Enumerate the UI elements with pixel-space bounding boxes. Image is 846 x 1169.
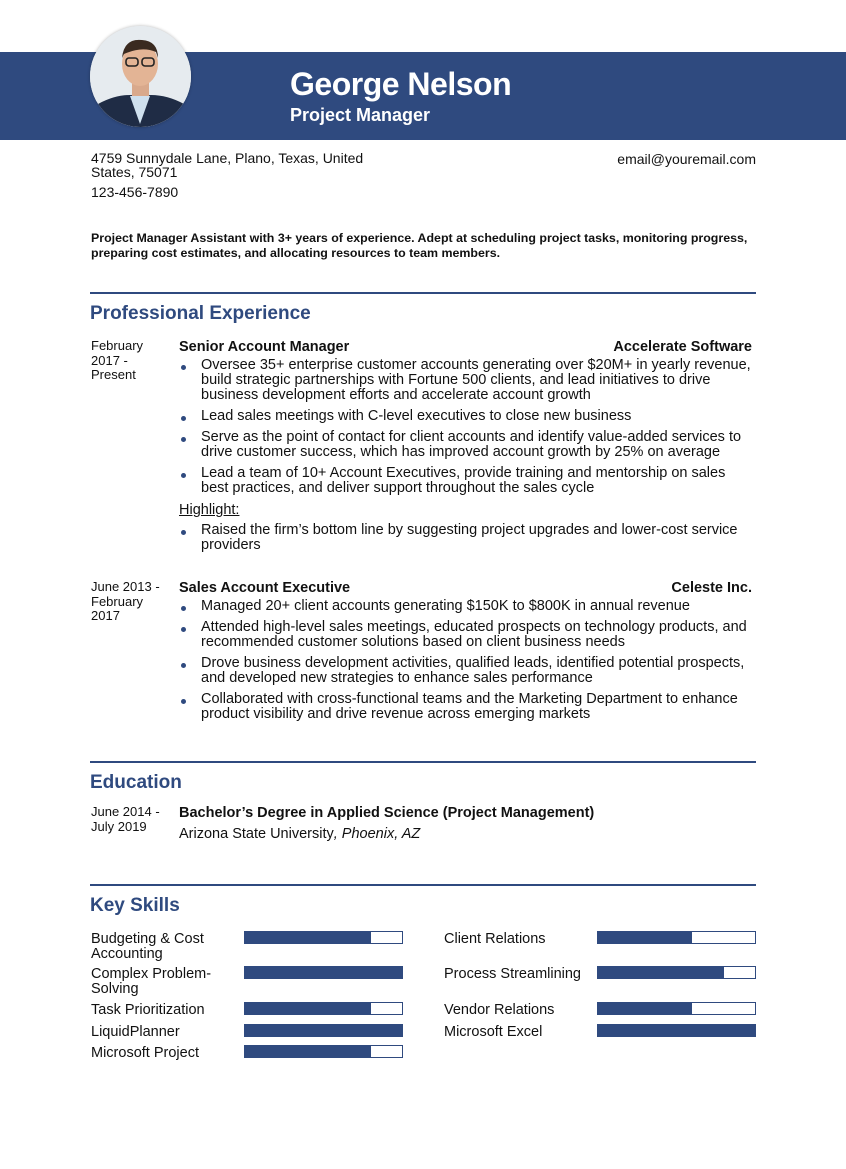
skill-name: Vendor Relations — [444, 1002, 555, 1018]
section-heading: Education — [90, 772, 182, 793]
skill-name: Task Prioritization — [91, 1002, 205, 1018]
skill-level-bar — [597, 966, 756, 979]
company: Celeste Inc. — [671, 580, 752, 596]
education-date: June 2014 - July 2019 — [91, 804, 160, 834]
skill-level-bar — [244, 1024, 403, 1037]
skill-level-bar — [244, 1045, 403, 1058]
highlight-label: Highlight: — [179, 502, 240, 518]
skill-name: LiquidPlanner — [91, 1024, 180, 1040]
skill-level-bar — [597, 931, 756, 944]
skill-level-bar — [244, 931, 403, 944]
job-title: Senior Account Manager — [179, 339, 350, 355]
skill-level-fill — [598, 932, 693, 943]
skill-name: Microsoft Project — [91, 1045, 199, 1061]
education-section: Education — [90, 761, 756, 794]
school: Arizona State University — [179, 826, 334, 842]
skill-level-fill — [245, 1003, 371, 1014]
skill-level-bar — [597, 1024, 756, 1037]
list-item: Drove business development activities, q… — [179, 656, 752, 686]
job-entry: June 2013 - February 2017 Sales Account … — [90, 579, 752, 728]
summary: Project Manager Assistant with 3+ years … — [91, 231, 748, 260]
job-date: June 2013 - February 2017 — [91, 579, 160, 623]
skill-level-fill — [245, 1046, 371, 1057]
skill-level-fill — [245, 1025, 402, 1036]
location: , Phoenix, AZ — [333, 826, 421, 842]
list-item: Serve as the point of contact for client… — [179, 430, 752, 460]
skill-name: Complex Problem-Solving — [91, 966, 212, 997]
list-item: Collaborated with cross-functional teams… — [179, 692, 752, 722]
list-item: Raised the firm’s bottom line by suggest… — [179, 523, 752, 553]
skill-level-fill — [598, 967, 724, 978]
phone: 123-456-7890 — [91, 184, 179, 200]
job-title: Sales Account Executive — [179, 580, 351, 596]
skill-level-fill — [598, 1003, 693, 1014]
skill-level-bar — [597, 1002, 756, 1015]
candidate-title: Project Manager — [290, 105, 431, 125]
skill-level-fill — [245, 932, 371, 943]
skill-name: Client Relations — [444, 931, 546, 947]
section-heading: Key Skills — [90, 895, 180, 916]
candidate-name: George Nelson — [290, 66, 512, 102]
list-item: Managed 20+ client accounts generating $… — [179, 599, 752, 614]
skill-level-bar — [244, 966, 403, 979]
section-heading: Professional Experience — [90, 303, 311, 324]
company: Accelerate Software — [613, 339, 752, 355]
education-entry: June 2014 - July 2019 Bachelor’s Degree … — [90, 804, 752, 842]
list-item: Lead sales meetings with C-level executi… — [179, 409, 752, 424]
job-date: February 2017 - Present — [91, 338, 144, 382]
skill-name: Budgeting & Cost Accounting — [91, 931, 204, 962]
email: email@youremail.com — [617, 151, 756, 167]
skill-level-fill — [598, 1025, 755, 1036]
skill-name: Microsoft Excel — [444, 1024, 543, 1040]
job-entry: February 2017 - Present Senior Account M… — [90, 338, 752, 559]
skill-level-fill — [245, 967, 402, 978]
degree: Bachelor’s Degree in Applied Science (Pr… — [179, 805, 595, 821]
list-item: Attended high-level sales meetings, educ… — [179, 620, 752, 650]
list-item: Lead a team of 10+ Account Executives, p… — [179, 466, 752, 496]
profile-photo — [90, 26, 191, 127]
skill-name: Process Streamlining — [444, 966, 581, 982]
skills-section: Key Skills — [90, 884, 756, 917]
address: 4759 Sunnydale Lane, Plano, Texas, Unite… — [91, 150, 364, 180]
list-item: Oversee 35+ enterprise customer accounts… — [179, 358, 752, 403]
skill-level-bar — [244, 1002, 403, 1015]
experience-section: Professional Experience — [90, 292, 756, 325]
